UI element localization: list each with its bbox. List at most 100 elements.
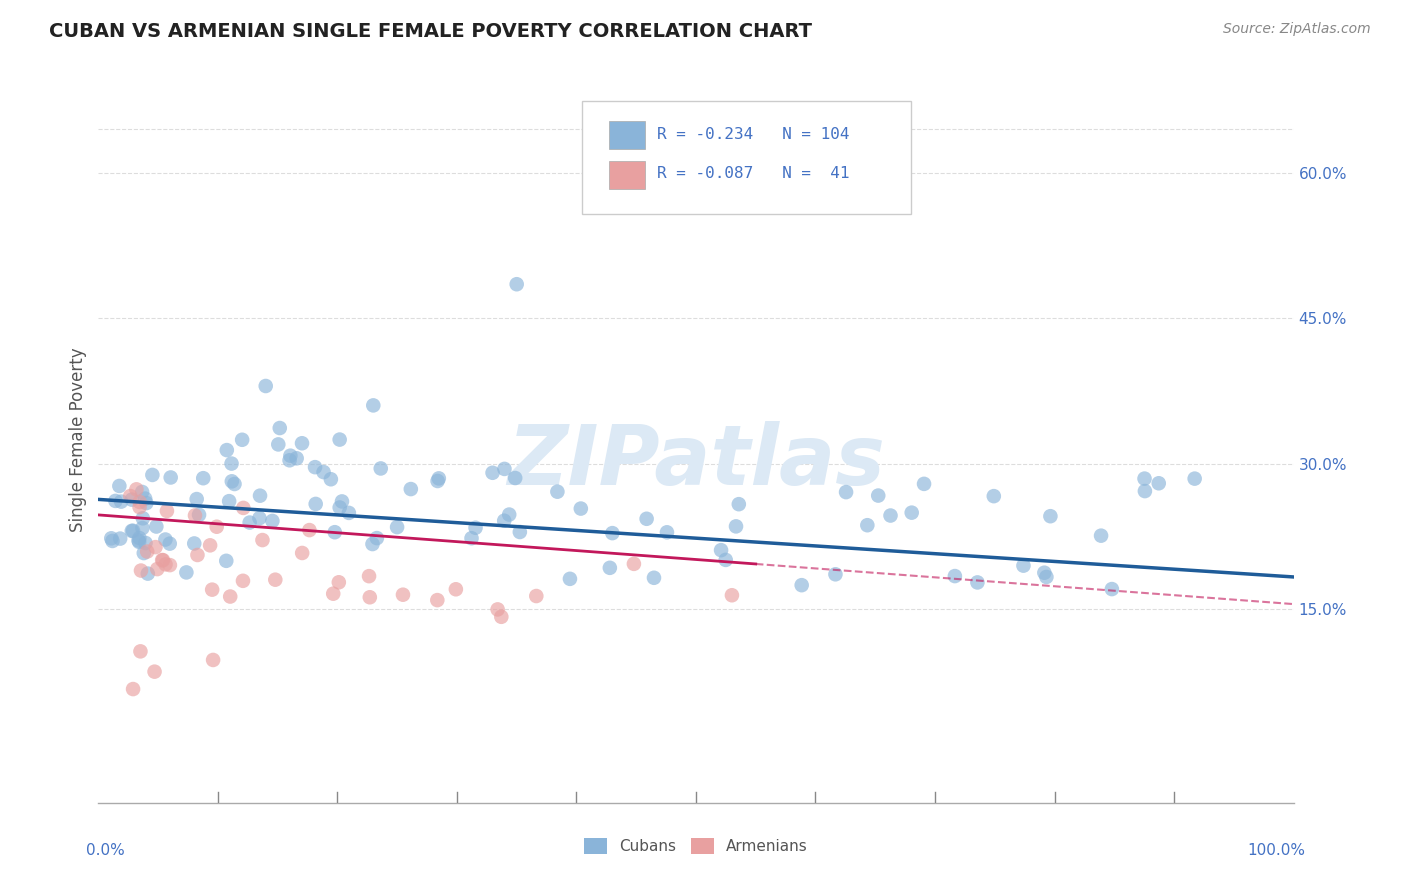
Cubans [269, 421, 291, 435]
Cubans [824, 567, 846, 582]
Cubans [239, 516, 262, 530]
Armenians [128, 500, 150, 515]
Cubans [285, 451, 308, 466]
Cubans [643, 571, 665, 585]
Cubans [136, 566, 159, 581]
Armenians [184, 508, 207, 523]
Cubans [221, 457, 243, 471]
Cubans [186, 492, 208, 507]
Cubans [121, 492, 143, 507]
Cubans [291, 436, 314, 450]
Cubans [262, 514, 284, 528]
Text: Source: ZipAtlas.com: Source: ZipAtlas.com [1223, 22, 1371, 37]
Armenians [392, 588, 415, 602]
Cubans [1133, 484, 1156, 499]
Armenians [205, 520, 228, 534]
Cubans [464, 521, 486, 535]
Cubans [101, 533, 124, 548]
Cubans [132, 511, 155, 525]
FancyBboxPatch shape [582, 102, 911, 214]
Cubans [503, 471, 526, 485]
Cubans [943, 569, 966, 583]
Armenians [491, 609, 513, 624]
Armenians [202, 653, 225, 667]
Cubans [110, 494, 132, 508]
Armenians [298, 523, 321, 537]
Cubans [363, 398, 385, 412]
Cubans [329, 433, 352, 447]
Cubans [132, 546, 155, 560]
Cubans [131, 485, 153, 500]
Cubans [159, 470, 181, 484]
Cubans [1035, 570, 1057, 584]
Armenians [524, 589, 547, 603]
Cubans [221, 475, 243, 489]
Cubans [104, 494, 127, 508]
Cubans [1033, 566, 1056, 580]
Text: CUBAN VS ARMENIAN SINGLE FEMALE POVERTY CORRELATION CHART: CUBAN VS ARMENIAN SINGLE FEMALE POVERTY … [49, 22, 813, 41]
Cubans [636, 512, 658, 526]
Armenians [426, 593, 449, 607]
Cubans [141, 467, 163, 482]
Cubans [983, 489, 1005, 503]
Armenians [122, 681, 145, 696]
Armenians [328, 575, 350, 590]
Armenians [252, 533, 274, 547]
Cubans [385, 520, 408, 534]
Armenians [125, 483, 148, 497]
Cubans [361, 537, 384, 551]
Cubans [426, 474, 449, 488]
Armenians [359, 591, 381, 605]
Cubans [710, 543, 733, 558]
Cubans [1147, 476, 1170, 491]
Armenians [156, 504, 179, 518]
Cubans [122, 524, 145, 538]
Armenians [145, 540, 167, 554]
Cubans [868, 489, 890, 503]
Armenians [143, 665, 166, 679]
Armenians [128, 495, 150, 509]
Cubans [280, 449, 302, 463]
Cubans [127, 533, 149, 548]
Cubans [176, 566, 198, 580]
Armenians [264, 573, 287, 587]
Cubans [724, 519, 747, 533]
Cubans [278, 453, 301, 467]
FancyBboxPatch shape [609, 161, 644, 188]
Text: R = -0.234   N = 104: R = -0.234 N = 104 [657, 128, 849, 142]
Armenians [232, 574, 254, 588]
Cubans [509, 524, 531, 539]
Cubans [108, 532, 131, 546]
Armenians [198, 538, 221, 552]
Cubans [835, 485, 858, 500]
Cubans [323, 525, 346, 540]
Text: 0.0%: 0.0% [87, 843, 125, 858]
Cubans [790, 578, 813, 592]
Cubans [218, 494, 240, 508]
Cubans [183, 536, 205, 550]
Cubans [215, 554, 238, 568]
Cubans [498, 508, 520, 522]
Cubans [494, 514, 516, 528]
Cubans [481, 466, 503, 480]
Cubans [599, 561, 621, 575]
Cubans [134, 491, 156, 506]
Cubans [319, 472, 342, 486]
Cubans [249, 511, 271, 525]
Armenians [486, 602, 509, 616]
Cubans [602, 526, 624, 541]
Cubans [193, 471, 215, 485]
Cubans [159, 536, 181, 550]
Armenians [444, 582, 467, 597]
Cubans [714, 553, 737, 567]
Armenians [155, 558, 177, 572]
Cubans [494, 462, 516, 476]
Cubans [128, 535, 150, 549]
FancyBboxPatch shape [609, 121, 644, 149]
Cubans [366, 531, 388, 545]
Cubans [1133, 472, 1156, 486]
Cubans [506, 277, 529, 292]
Cubans [1012, 558, 1035, 573]
Cubans [1101, 582, 1123, 596]
Armenians [291, 546, 314, 560]
